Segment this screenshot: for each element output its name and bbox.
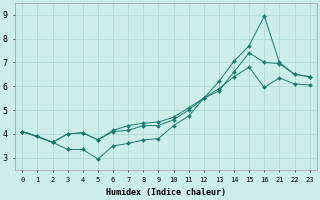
X-axis label: Humidex (Indice chaleur): Humidex (Indice chaleur) [106, 188, 226, 197]
